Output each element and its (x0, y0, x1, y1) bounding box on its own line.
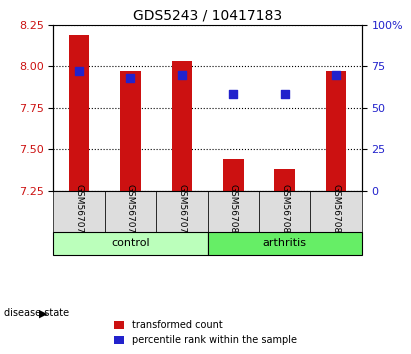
Point (281, 92, 288, 97)
Point (230, 92, 237, 97)
FancyBboxPatch shape (310, 190, 362, 232)
Point (333, 72, 339, 78)
Text: GSM567081: GSM567081 (280, 184, 289, 239)
FancyBboxPatch shape (105, 190, 156, 232)
Text: GSM567080: GSM567080 (229, 184, 238, 239)
Bar (69, 35, 90, 190)
Text: GSM567082: GSM567082 (332, 184, 340, 239)
Bar (120, 71, 141, 190)
Text: arthritis: arthritis (263, 239, 307, 249)
Legend: transformed count, percentile rank within the sample: transformed count, percentile rank withi… (111, 316, 300, 349)
Text: ▶: ▶ (39, 308, 48, 318)
Title: GDS5243 / 10417183: GDS5243 / 10417183 (133, 8, 282, 22)
Point (178, 72, 185, 78)
Bar (275, 169, 295, 190)
Text: GSM567075: GSM567075 (126, 184, 135, 239)
FancyBboxPatch shape (156, 190, 208, 232)
Text: control: control (111, 239, 150, 249)
Point (76, 68, 82, 74)
FancyBboxPatch shape (53, 190, 105, 232)
Bar (326, 71, 346, 190)
Text: GSM567076: GSM567076 (178, 184, 186, 239)
Bar (223, 159, 243, 190)
FancyBboxPatch shape (259, 190, 310, 232)
Text: GSM567074: GSM567074 (75, 184, 83, 239)
FancyBboxPatch shape (53, 232, 208, 255)
Text: disease state: disease state (4, 308, 69, 318)
FancyBboxPatch shape (208, 190, 259, 232)
Point (127, 75, 134, 81)
FancyBboxPatch shape (208, 232, 362, 255)
Bar (172, 61, 192, 190)
